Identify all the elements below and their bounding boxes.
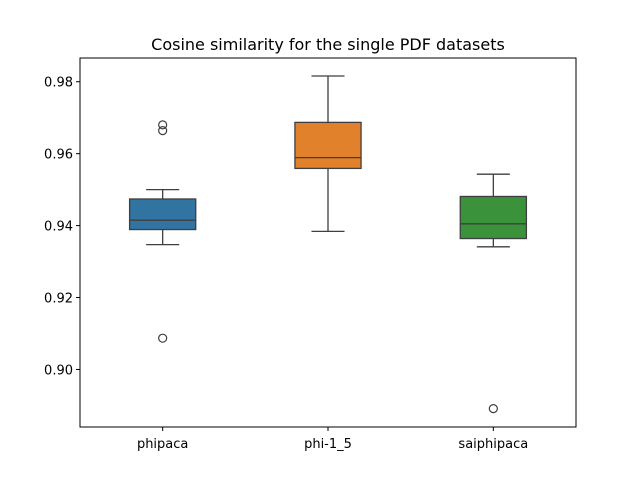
box-group [128, 75, 528, 414]
outlier-point [158, 120, 168, 130]
iqr-box [459, 195, 528, 240]
box-saiphipaca [459, 173, 528, 414]
y-tick-label: 0.94 [44, 220, 73, 235]
x-tick-label: phipaca [137, 437, 188, 452]
iqr-box [128, 198, 197, 231]
y-tick-label: 0.98 [44, 76, 73, 91]
outlier-point [488, 404, 498, 414]
box-phi-1_5 [294, 75, 362, 233]
y-axis: 0.90 0.92 0.94 0.96 0.98 [44, 76, 80, 378]
chart-title: Cosine similarity for the single PDF dat… [151, 35, 505, 54]
x-axis: phipaca phi-1_5 saiphipaca [137, 427, 528, 452]
x-tick-label: phi-1_5 [304, 437, 352, 452]
outlier-point [158, 126, 168, 136]
y-tick-label: 0.92 [44, 292, 73, 307]
y-tick-label: 0.96 [44, 148, 73, 163]
outlier-point [158, 333, 168, 343]
y-tick-label: 0.90 [44, 363, 73, 378]
x-tick-label: saiphipaca [458, 437, 528, 452]
iqr-box [294, 121, 362, 170]
plot-frame [79, 57, 577, 428]
box-phipaca [128, 120, 197, 343]
